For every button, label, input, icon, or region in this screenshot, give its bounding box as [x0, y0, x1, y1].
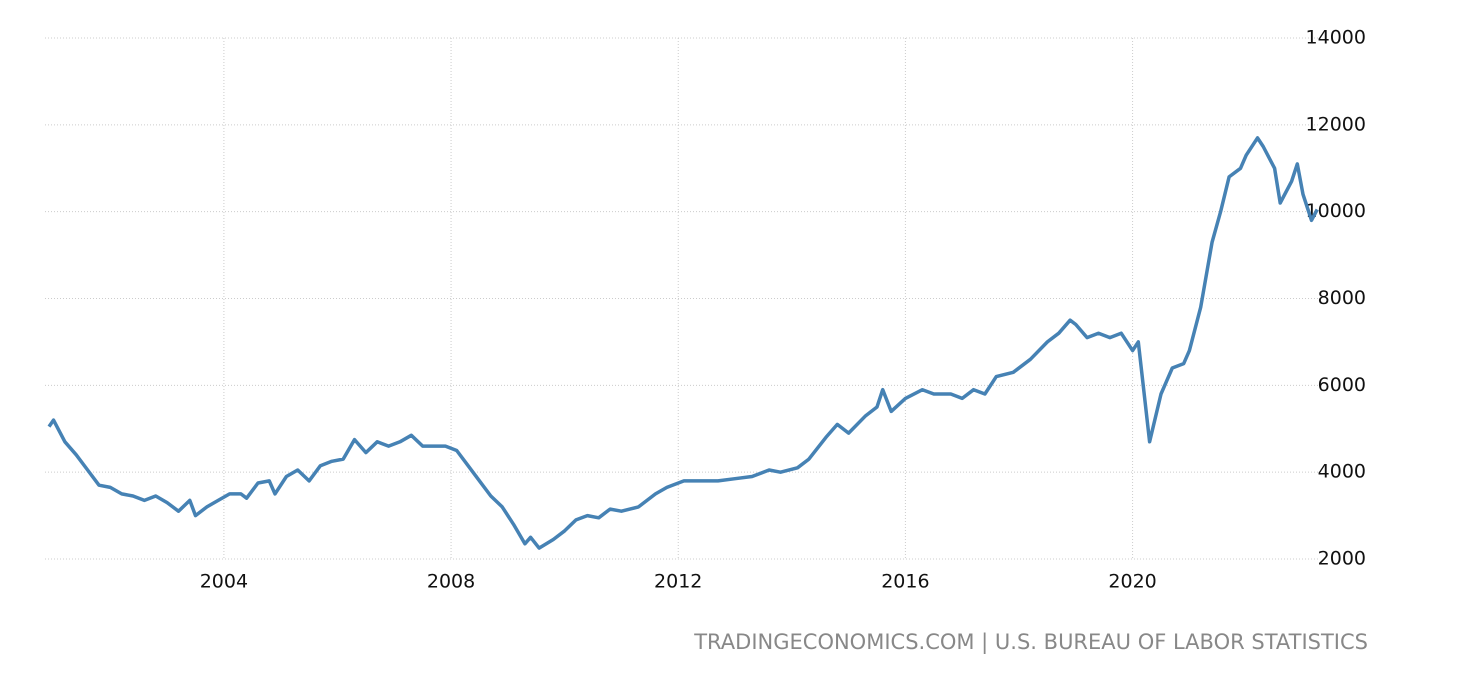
x-tick-label: 2020	[1108, 571, 1156, 593]
y-tick-label: 12000	[1306, 113, 1366, 135]
x-tick-label: 2016	[881, 571, 929, 593]
y-tick-label: 10000	[1306, 200, 1366, 222]
source: TRADINGECONOMICS.COM | U.S. BUREAU OF LA…	[693, 630, 1368, 655]
y-tick-label: 14000	[1306, 27, 1366, 49]
data-line	[47, 136, 1319, 550]
x-tick-label: 2012	[654, 571, 702, 593]
x-tick-label: 2004	[200, 571, 248, 593]
y-tick-label: 8000	[1318, 287, 1366, 309]
x-tick-label: 2008	[427, 571, 475, 593]
y-tick-label: 2000	[1318, 548, 1366, 570]
y-tick-label: 4000	[1318, 461, 1366, 483]
y-tick-label: 6000	[1318, 374, 1366, 396]
